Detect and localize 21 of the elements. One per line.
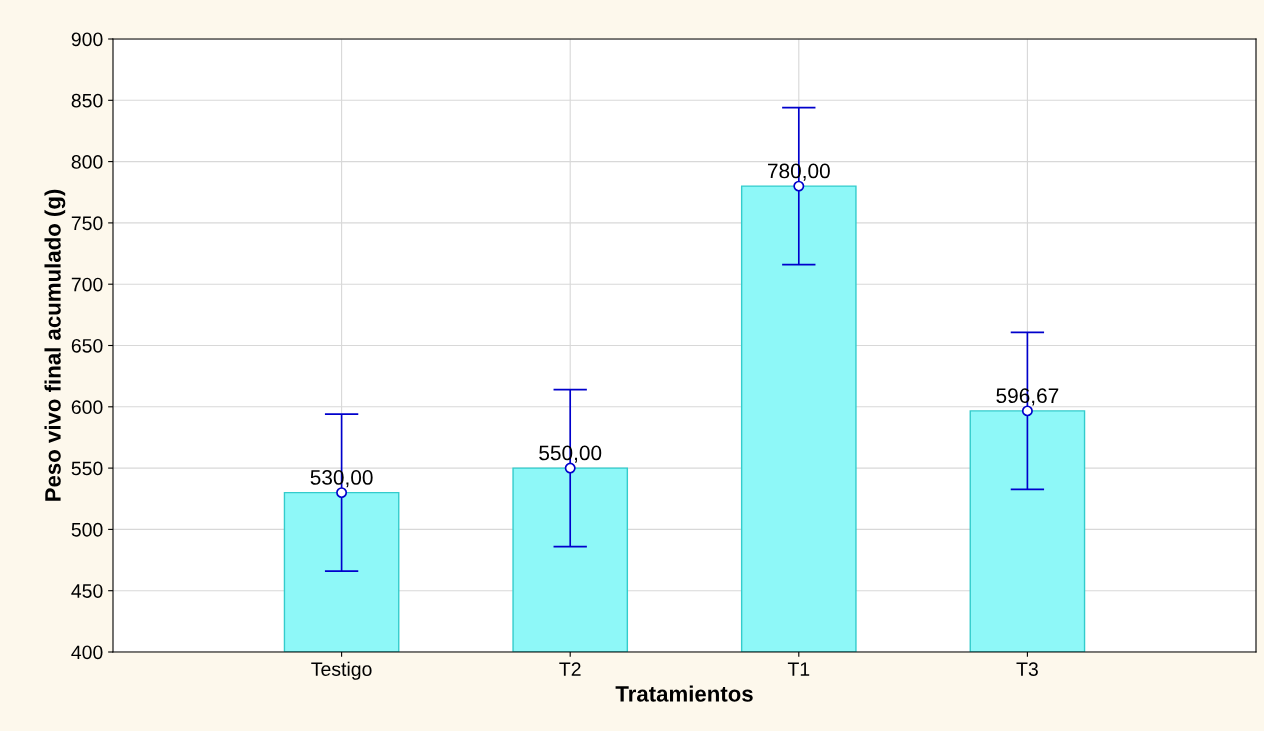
- point: [793, 180, 805, 192]
- point: [1021, 405, 1033, 417]
- x-tick-label: T3: [1016, 662, 1038, 676]
- x-axis-title: Tratamientos: [615, 685, 753, 702]
- y-tick-label: 700: [71, 277, 103, 292]
- point: [564, 462, 576, 474]
- y-tick-label: 650: [71, 338, 103, 353]
- y-tick-label: 900: [71, 32, 103, 47]
- y-tick-label: 500: [71, 522, 103, 537]
- x-tick-label: Testigo: [311, 661, 372, 680]
- y-tick-label: 450: [71, 584, 103, 598]
- y-tick-label: 600: [71, 400, 103, 415]
- y-tick-label: 400: [71, 645, 103, 660]
- point: [336, 487, 348, 499]
- x-tick-label: T2: [559, 662, 581, 676]
- y-tick-label: 850: [71, 93, 103, 108]
- y-tick-label: 550: [71, 461, 103, 476]
- y-tick-label: 800: [71, 155, 103, 169]
- x-tick-label: T1: [787, 662, 810, 676]
- y-axis-title: Peso vivo final acumulado (g): [44, 189, 66, 501]
- y-tick-label: 750: [71, 216, 103, 231]
